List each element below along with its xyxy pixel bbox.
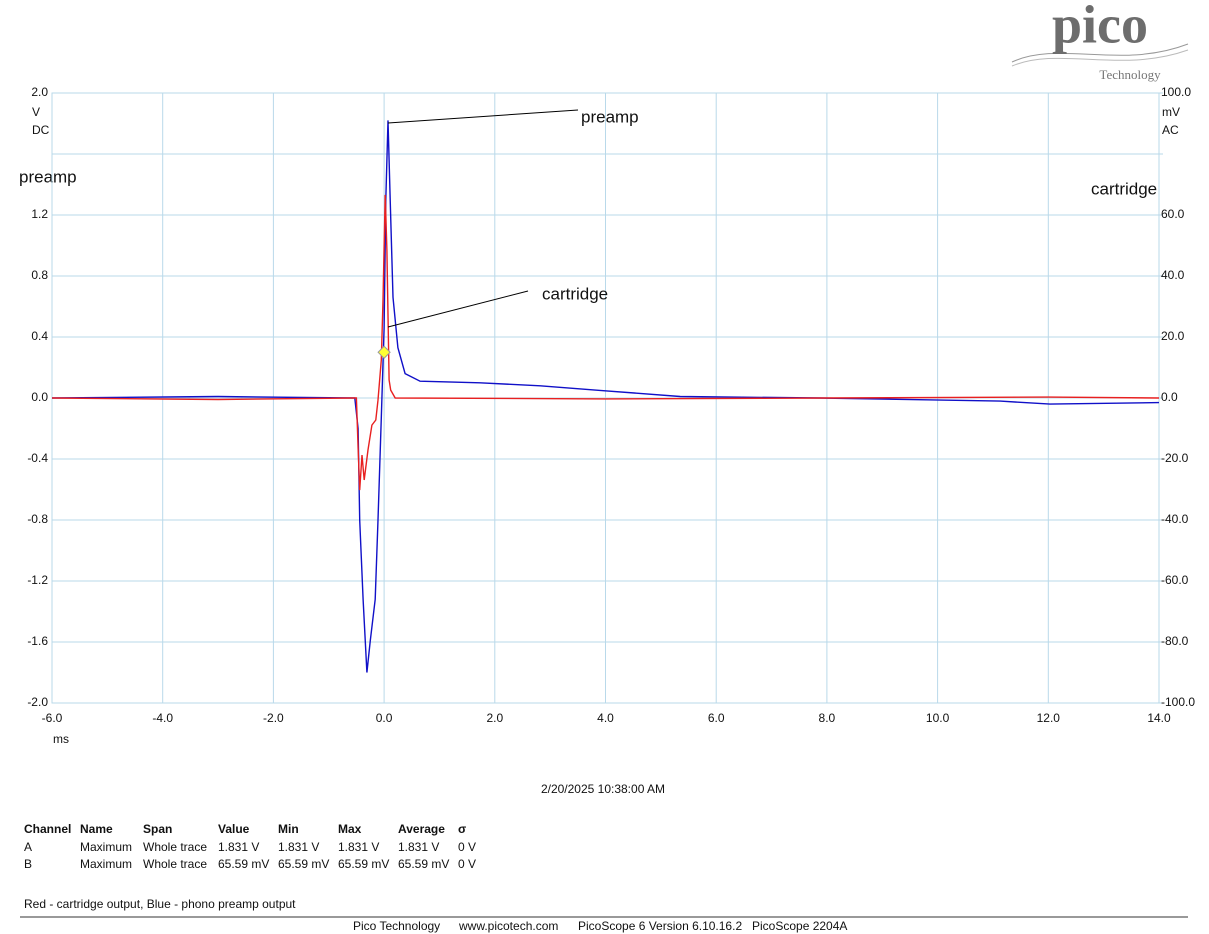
y2-tick-label: -40.0: [1161, 512, 1189, 526]
table-header: Min: [278, 822, 299, 836]
y2-tick-label: 20.0: [1161, 329, 1185, 343]
timestamp: 2/20/2025 10:38:00 AM: [541, 782, 665, 796]
x-tick-label: 6.0: [708, 711, 725, 725]
table-cell: Maximum: [80, 857, 132, 871]
annotation: cartridge: [542, 284, 608, 303]
table-cell: 1.831 V: [338, 840, 379, 854]
x-tick-label: 14.0: [1147, 711, 1171, 725]
y-unit: V: [32, 105, 40, 119]
table-cell: Whole trace: [143, 857, 207, 871]
table-cell: 0 V: [458, 840, 476, 854]
table-cell: Whole trace: [143, 840, 207, 854]
y-coupling: DC: [32, 123, 50, 137]
annotation: preamp: [581, 107, 639, 126]
footer-item: www.picotech.com: [458, 919, 558, 933]
footer-item: Pico Technology: [353, 919, 440, 933]
footer-item: PicoScope 6 Version 6.10.16.2: [578, 919, 742, 933]
y-tick-label: 1.2: [31, 207, 48, 221]
logo-name: pico: [1052, 0, 1148, 54]
y-tick-label: -1.2: [27, 573, 48, 587]
x-tick-label: -2.0: [263, 711, 284, 725]
y-tick-label: 2.0: [31, 85, 48, 99]
y-tick-label: 0.0: [31, 390, 48, 404]
annotation-line: [387, 290, 529, 328]
table-cell: 1.831 V: [398, 840, 439, 854]
logo: pico Technology: [1011, 0, 1189, 82]
table-header: Value: [218, 822, 250, 836]
y-axis-title: preamp: [19, 167, 77, 186]
x-tick-label: 4.0: [597, 711, 614, 725]
x-tick-label: -6.0: [42, 711, 63, 725]
x-tick-label: 2.0: [486, 711, 503, 725]
table-cell: 65.59 mV: [398, 857, 449, 871]
table-cell: Maximum: [80, 840, 132, 854]
table-cell: B: [24, 857, 32, 871]
y2-tick-label: -80.0: [1161, 634, 1189, 648]
table-header: Span: [143, 822, 172, 836]
y-tick-label: 0.4: [31, 329, 48, 343]
footer-item: PicoScope 2204A: [752, 919, 847, 933]
x-tick-label: -4.0: [152, 711, 173, 725]
y2-tick-label: -60.0: [1161, 573, 1189, 587]
table-cell: 0 V: [458, 857, 476, 871]
trigger-marker: [377, 345, 391, 359]
logo-sub: Technology: [1099, 67, 1161, 82]
table-cell: 1.831 V: [278, 840, 319, 854]
y2-tick-label: 100.0: [1161, 85, 1191, 99]
y2-tick-label: 0.0: [1161, 390, 1178, 404]
y2-tick-label: 40.0: [1161, 268, 1185, 282]
caption: Red - cartridge output, Blue - phono pre…: [24, 897, 296, 911]
y-tick-label: -2.0: [27, 695, 48, 709]
y-tick-label: -1.6: [27, 634, 48, 648]
table-header: Average: [398, 822, 445, 836]
logo-wave: [1011, 49, 1189, 67]
y-tick-label: -0.8: [27, 512, 48, 526]
table-header: σ: [458, 822, 466, 836]
table-header: Max: [338, 822, 362, 836]
table-cell: A: [24, 840, 32, 854]
table-header: Name: [80, 822, 113, 836]
table-cell: 65.59 mV: [338, 857, 389, 871]
y-tick-label: -0.4: [27, 451, 48, 465]
table-cell: 65.59 mV: [278, 857, 329, 871]
x-tick-label: 8.0: [819, 711, 836, 725]
y2-tick-label: 60.0: [1161, 207, 1185, 221]
x-tick-label: 12.0: [1037, 711, 1061, 725]
table-header: Channel: [24, 822, 71, 836]
annotation-line: [387, 109, 579, 124]
x-tick-label: 10.0: [926, 711, 950, 725]
y2-tick-label: -100.0: [1161, 695, 1195, 709]
y2-axis-title: cartridge: [1091, 179, 1157, 198]
trace: [51, 194, 1160, 491]
y2-tick-label: -20.0: [1161, 451, 1189, 465]
logo-wave: [1011, 43, 1189, 63]
x-tick-label: 0.0: [376, 711, 393, 725]
y2-coupling: AC: [1162, 123, 1179, 137]
y-tick-label: 0.8: [31, 268, 48, 282]
table-cell: 1.831 V: [218, 840, 259, 854]
table-cell: 65.59 mV: [218, 857, 269, 871]
x-unit: ms: [53, 732, 69, 746]
y2-unit: mV: [1162, 105, 1180, 119]
